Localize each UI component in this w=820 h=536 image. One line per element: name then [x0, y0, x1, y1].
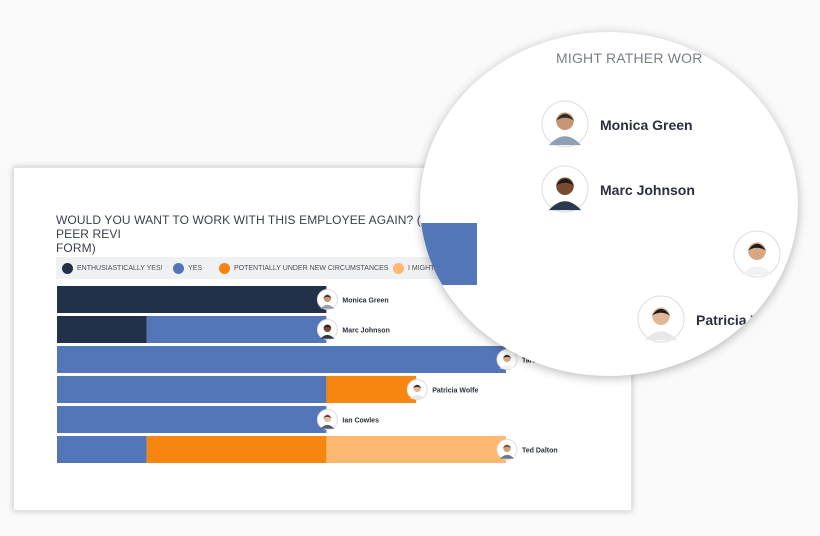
person-avatar-icon: [541, 165, 589, 213]
magnifier-lens: Monica Green Marc Johnson Patricia Wolfe: [420, 32, 798, 376]
person-avatar-icon: [541, 100, 589, 148]
avatar-body: [320, 304, 335, 309]
legend-item-potentially: POTENTIALLY UNDER NEW CIRCUMSTANCES: [219, 257, 388, 279]
avatar-body: [410, 394, 425, 399]
legend-swatch-orange: [219, 262, 230, 274]
avatar-body: [320, 424, 335, 429]
bar-label: Ian Cowles: [342, 418, 379, 425]
avatar-body: [320, 334, 335, 339]
chart-title: WOULD YOU WANT TO WORK WITH THIS EMPLOYE…: [56, 213, 476, 255]
avatar-body: [548, 136, 582, 146]
avatar-hair: [503, 355, 511, 359]
person-avatar-icon: [496, 349, 518, 370]
legend-label: POTENTIALLY UNDER NEW CIRCUMSTANCES: [234, 264, 389, 272]
zoom-header: MIGHT RATHER WOR: [556, 50, 703, 66]
bar-label: Patricia Wolfe: [432, 388, 478, 395]
bar-segment: [146, 436, 327, 463]
avatar-body: [740, 266, 774, 276]
person-avatar-icon: [406, 379, 428, 400]
zoom-bar-label: Patricia Wolfe: [696, 312, 789, 328]
person-avatar-icon: [316, 319, 338, 340]
chart-title-line-2: FORM): [56, 241, 96, 255]
bar-label: Monica Green: [342, 298, 388, 305]
bar-segment: [326, 376, 417, 403]
bar-label: Marc Johnson: [342, 328, 389, 335]
avatar-hair: [323, 415, 332, 419]
avatar-body: [500, 364, 514, 369]
avatar-hair: [555, 113, 575, 121]
legend-swatch-blue: [173, 262, 184, 274]
bar-segment: [57, 376, 327, 403]
bar-segment: [57, 316, 147, 343]
avatar-hair: [555, 178, 575, 186]
avatar-hair: [413, 385, 422, 389]
bar-segment: [57, 286, 327, 313]
legend-item-yes: YES: [173, 257, 202, 279]
legend-swatch-dark-navy: [62, 262, 73, 274]
avatar-hair: [503, 445, 511, 449]
avatar-hair: [651, 308, 671, 316]
bar-segment: [146, 316, 327, 343]
avatar-hair: [323, 325, 332, 329]
legend-label: YES: [188, 264, 203, 272]
avatar-body: [500, 454, 514, 459]
person-avatar-icon: [316, 289, 338, 310]
bar-segment: [57, 436, 147, 463]
person-avatar-icon: [637, 295, 685, 343]
avatar-hair: [747, 243, 767, 251]
person-avatar-icon: [316, 409, 338, 430]
person-avatar-icon: [733, 230, 781, 278]
legend-item-enthusiastically-yes: ENTHUSIASTICALLY YES!: [62, 257, 163, 279]
zoomed-bar-chart: Monica Green Marc Johnson Patricia Wolfe: [420, 100, 789, 343]
zoom-bar-segment: [420, 223, 477, 285]
legend-swatch-light-orange: [393, 262, 404, 274]
avatar-body: [644, 331, 678, 341]
bar-segment: [57, 346, 506, 373]
bar-segment: [57, 406, 327, 433]
zoom-bar-label: Marc Johnson: [600, 182, 695, 198]
bar-label: Ted Dalton: [522, 448, 558, 455]
chart-title-line-1: WOULD YOU WANT TO WORK WITH THIS EMPLOYE…: [56, 213, 446, 241]
legend-label: ENTHUSIASTICALLY YES!: [77, 264, 163, 272]
avatar-hair: [323, 295, 332, 299]
bar-segment: [326, 436, 506, 463]
zoom-bar-label: Monica Green: [600, 117, 693, 133]
avatar-body: [548, 201, 582, 211]
person-avatar-icon: [496, 439, 518, 460]
